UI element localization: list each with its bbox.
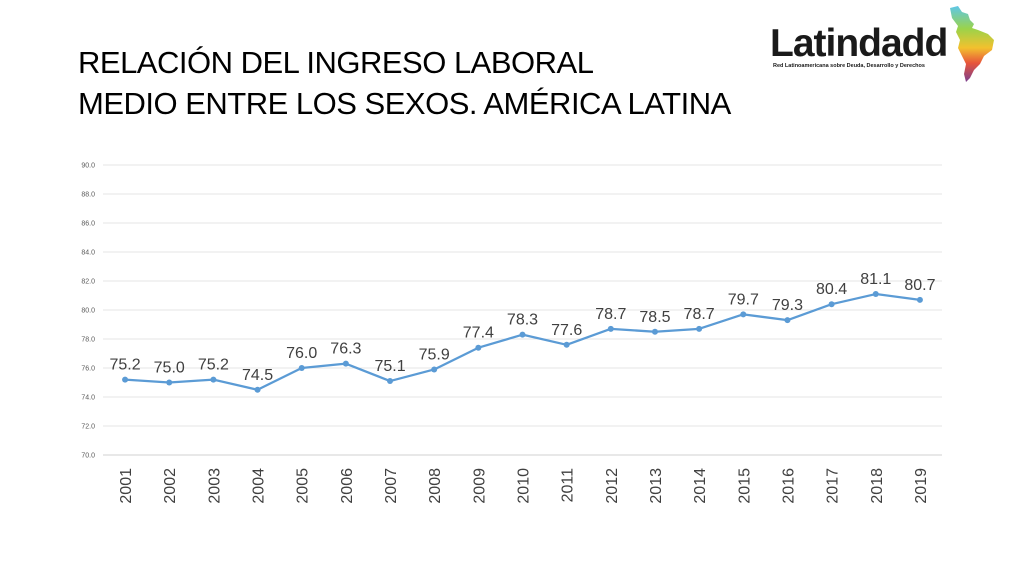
logo-tagline: Red Latinoamericana sobre Deuda, Desarro… — [773, 63, 925, 69]
x-tick-label: 2006 — [339, 468, 356, 504]
data-label: 78.5 — [639, 309, 670, 326]
x-tick-label: 2014 — [692, 468, 709, 504]
x-tick-label: 2004 — [251, 468, 268, 504]
data-label: 80.4 — [816, 281, 847, 298]
data-label: 81.1 — [860, 271, 891, 288]
data-label: 80.7 — [904, 277, 935, 294]
x-tick-label: 2015 — [736, 468, 753, 504]
data-point — [916, 296, 923, 303]
y-tick-label: 80.0 — [81, 308, 95, 315]
x-tick-label: 2013 — [648, 468, 665, 504]
data-label: 76.3 — [330, 341, 361, 358]
x-tick-label: 2008 — [427, 468, 444, 504]
data-label: 79.3 — [772, 297, 803, 314]
data-point — [784, 317, 791, 324]
x-tick-label: 2018 — [869, 468, 886, 504]
data-label: 74.5 — [242, 367, 273, 384]
x-tick-label: 2010 — [516, 468, 533, 504]
data-label: 78.7 — [595, 306, 626, 323]
x-tick-label: 2011 — [560, 468, 577, 503]
x-tick-label: 2012 — [604, 468, 621, 504]
data-point — [475, 344, 482, 351]
data-label: 77.6 — [551, 322, 582, 339]
series-ratio — [122, 291, 923, 393]
data-labels: 75.2 75.0 75.2 74.5 76.0 76.3 75.1 75.9 77.4 78.3… — [110, 271, 936, 384]
data-label: 79.7 — [728, 291, 759, 308]
data-point — [342, 360, 349, 367]
y-tick-label: 72.0 — [81, 424, 95, 431]
data-point — [387, 378, 394, 385]
data-label: 75.1 — [374, 358, 405, 375]
y-tick-label: 82.0 — [81, 279, 95, 286]
data-point — [828, 301, 835, 308]
x-tick-label: 2001 — [118, 468, 135, 504]
x-axis-ticks: 2001 2002 2003 2004 2005 2006 2007 2008 2009 2010… — [118, 468, 930, 504]
data-label: 75.2 — [198, 357, 229, 374]
data-point — [563, 341, 570, 348]
gridlines — [103, 164, 942, 456]
latin-america-map-icon — [950, 6, 994, 82]
data-point — [872, 291, 879, 298]
data-point — [210, 376, 217, 383]
y-tick-label: 74.0 — [81, 395, 95, 402]
data-point — [696, 325, 703, 332]
data-label: 76.0 — [286, 345, 317, 362]
y-axis-ticks: 70.0 72.0 74.0 76.0 78.0 80.0 82.0 84.0 86.0 88.0… — [81, 163, 95, 460]
y-tick-label: 70.0 — [81, 453, 95, 460]
logo-name: Latindadd — [770, 22, 948, 65]
x-tick-label: 2003 — [206, 468, 223, 504]
data-point — [651, 328, 658, 335]
x-tick-label: 2019 — [913, 468, 930, 504]
y-tick-label: 90.0 — [81, 163, 95, 170]
data-point — [122, 376, 129, 383]
x-tick-label: 2007 — [383, 468, 400, 504]
data-label: 77.4 — [463, 325, 494, 342]
x-tick-label: 2005 — [295, 468, 312, 504]
data-label: 78.3 — [507, 312, 538, 329]
data-label: 75.2 — [110, 357, 141, 374]
data-point — [740, 311, 747, 318]
data-point — [166, 379, 173, 386]
data-label: 78.7 — [684, 306, 715, 323]
y-tick-label: 78.0 — [81, 337, 95, 344]
y-tick-label: 86.0 — [81, 221, 95, 228]
y-tick-label: 88.0 — [81, 192, 95, 199]
data-label: 75.9 — [419, 346, 450, 363]
latindadd-logo: Latindadd Red Latinoamericana sobre Deud… — [770, 4, 1020, 84]
data-label: 75.0 — [154, 360, 185, 377]
title-line-1: RELACIÓN DEL INGRESO LABORAL — [78, 45, 594, 80]
data-point — [254, 386, 261, 393]
data-point — [607, 325, 614, 332]
data-point — [431, 366, 438, 373]
x-tick-label: 2016 — [780, 468, 797, 504]
page-title: RELACIÓN DEL INGRESO LABORAL MEDIO ENTRE… — [78, 42, 731, 124]
y-tick-label: 84.0 — [81, 250, 95, 257]
x-tick-label: 2017 — [825, 468, 842, 504]
title-line-2: MEDIO ENTRE LOS SEXOS. AMÉRICA LATINA — [78, 86, 731, 121]
data-point — [519, 331, 526, 338]
x-tick-label: 2002 — [162, 468, 179, 504]
x-tick-label: 2009 — [471, 468, 488, 504]
y-tick-label: 76.0 — [81, 366, 95, 373]
data-point — [298, 365, 305, 371]
